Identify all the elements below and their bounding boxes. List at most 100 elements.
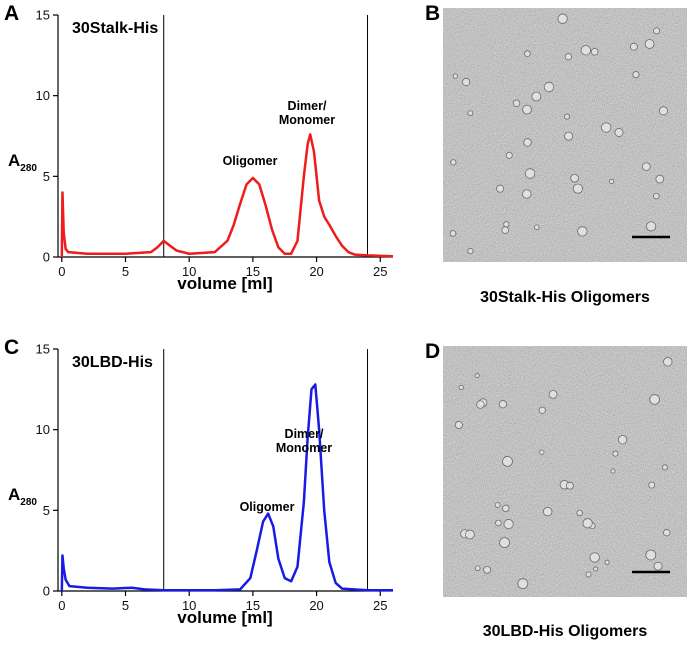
particle [577, 226, 588, 237]
particle [523, 138, 532, 147]
particle [557, 13, 568, 24]
panel-label: A [4, 2, 19, 25]
x-tick-label: 10 [182, 598, 196, 613]
y-tick-label: 15 [36, 8, 50, 23]
trace [60, 383, 393, 592]
particle [517, 578, 529, 590]
particle [663, 529, 671, 537]
peak-annotation: Oligomer [240, 500, 295, 514]
particle [576, 509, 583, 517]
particle [661, 464, 668, 471]
panel-label: C [4, 336, 19, 359]
panel-label: D [425, 340, 440, 363]
x-tick-label: 15 [246, 264, 260, 279]
y-tick-label: 0 [43, 584, 50, 599]
particle [570, 173, 579, 183]
particle [465, 529, 475, 540]
particle [534, 224, 540, 231]
particle [572, 183, 583, 194]
x-axis-label: volume [ml] [177, 608, 272, 627]
x-tick-label: 25 [373, 598, 387, 613]
y-tick-label: 5 [43, 503, 50, 518]
particle [645, 549, 657, 561]
particle [629, 42, 638, 51]
y-label-sub: 280 [20, 163, 37, 174]
particle [610, 468, 616, 474]
particle [501, 226, 510, 234]
x-tick-label: 10 [182, 264, 196, 279]
particle [649, 394, 660, 405]
particle [663, 357, 673, 367]
particle [483, 565, 492, 574]
particle [653, 192, 660, 200]
micrograph-caption: 30LBD-His Oligomers [483, 623, 648, 640]
particle [564, 53, 572, 61]
particle [646, 221, 657, 232]
particle [543, 81, 555, 93]
particle [585, 571, 592, 578]
particle [617, 435, 628, 445]
x-tick-label: 20 [309, 598, 323, 613]
particle [502, 504, 510, 513]
particle [538, 406, 546, 414]
particle [462, 77, 471, 87]
y-tick-label: 5 [43, 169, 50, 184]
particle [658, 106, 668, 116]
y-axis-label: A280 [8, 485, 37, 508]
particle [542, 506, 553, 517]
inset-label: 30Stalk-His [72, 20, 158, 37]
particle [601, 122, 612, 133]
particle [502, 456, 513, 467]
y-axis-label: A280 [8, 151, 37, 174]
y-tick-label: 10 [36, 88, 50, 103]
inset-label: 30LBD-His [72, 354, 153, 371]
y-tick-label: 0 [43, 250, 50, 265]
y-label-main: A [8, 485, 20, 504]
particle [593, 566, 599, 572]
particle [449, 230, 457, 237]
particle [653, 27, 661, 35]
particle [582, 518, 593, 529]
particle [474, 373, 480, 379]
y-tick-label: 10 [36, 422, 50, 437]
particle [531, 91, 542, 102]
panel-label: B [425, 2, 440, 25]
particle [590, 47, 599, 56]
y-label-main: A [8, 151, 20, 170]
peak-annotation: Monomer [279, 113, 335, 127]
x-tick-label: 0 [58, 264, 65, 279]
y-label-sub: 280 [20, 497, 37, 508]
particle [653, 561, 663, 571]
x-tick-label: 15 [246, 598, 260, 613]
particle [495, 519, 502, 527]
particle [642, 162, 651, 171]
particle [524, 168, 536, 179]
particle [522, 189, 532, 199]
particle [503, 519, 514, 530]
x-tick-label: 0 [58, 598, 65, 613]
peak-annotation: Monomer [276, 441, 332, 455]
particle [589, 552, 600, 563]
particle [499, 537, 510, 548]
particle [498, 400, 507, 409]
particle [609, 178, 615, 184]
x-tick-label: 20 [309, 264, 323, 279]
x-tick-label: 5 [122, 264, 129, 279]
particle [450, 159, 457, 166]
micrograph-caption: 30Stalk-His Oligomers [480, 289, 650, 306]
particle [467, 248, 474, 255]
y-tick-label: 15 [36, 342, 50, 357]
particle [476, 400, 485, 409]
x-tick-label: 5 [122, 598, 129, 613]
particle [648, 481, 656, 489]
particle [632, 71, 640, 79]
particle [494, 502, 501, 508]
particle [644, 39, 655, 49]
particle [452, 73, 458, 79]
trace [60, 133, 394, 258]
particle [564, 131, 574, 141]
particle [563, 113, 570, 120]
particle [565, 481, 574, 490]
particle [496, 184, 505, 193]
